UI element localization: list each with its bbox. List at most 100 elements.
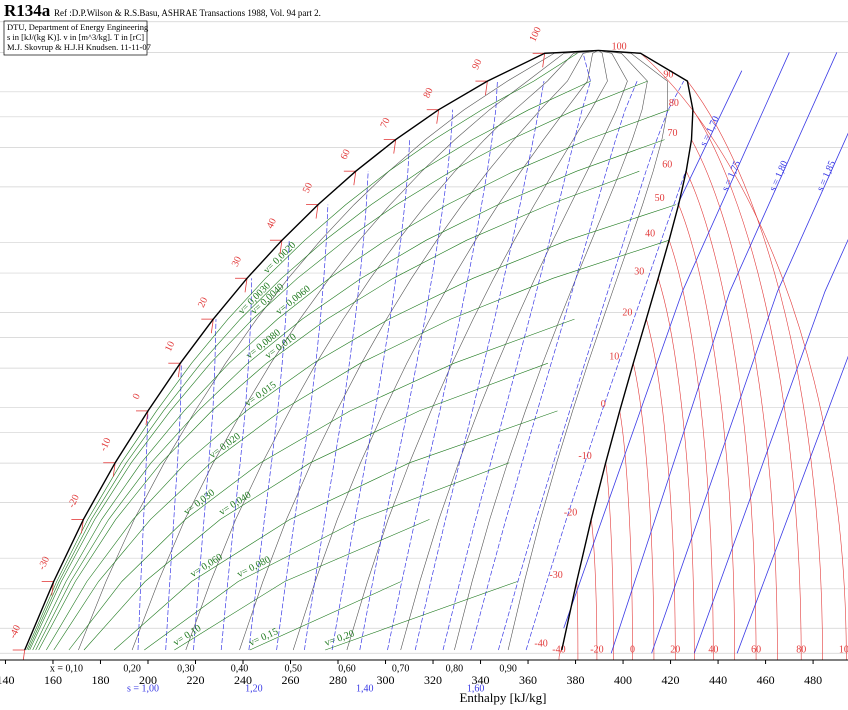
- liquid-temp-label: 10: [163, 340, 177, 354]
- isochore: [26, 53, 578, 651]
- quality-label: 0,50: [284, 663, 302, 674]
- liquid-temp-label: -20: [66, 493, 82, 510]
- isotherm-liquid: [315, 204, 319, 219]
- isotherm: [646, 319, 676, 660]
- quality-label: 0,20: [123, 663, 141, 674]
- info-box: DTU, Department of Energy Engineering s …: [3, 20, 151, 56]
- isentrope-superheated: [651, 132, 848, 654]
- isochore: [38, 170, 640, 651]
- isotherm-bottom-label: 100: [839, 644, 848, 655]
- isotherm-liquid: [112, 462, 116, 477]
- isotherm-liquid: [353, 171, 357, 186]
- isotherm-liquid: [22, 649, 26, 660]
- isentrope: [414, 81, 545, 651]
- isotherm: [605, 462, 614, 660]
- isochore: [35, 139, 665, 651]
- isochore: [325, 581, 518, 651]
- liquid-temp-label: 40: [265, 217, 279, 231]
- isentrope: [165, 363, 182, 651]
- liquid-temp-label: 90: [470, 58, 484, 72]
- isochore: [144, 462, 510, 651]
- isentrope-superheated: [693, 238, 848, 654]
- vapor-temp-label: 100: [612, 42, 627, 53]
- isochore: [174, 519, 430, 651]
- vapor-temp-label: -20: [564, 508, 577, 519]
- isotherm-bottom-label: -40: [552, 644, 565, 655]
- liquid-temp-label: -40: [8, 623, 24, 640]
- vapor-temp-label: 90: [663, 69, 673, 80]
- isotherm-bottom-label: 80: [796, 644, 806, 655]
- x-tick-label: 280: [329, 673, 347, 687]
- isentrope-label: 1,60: [467, 683, 485, 694]
- x-tick-label: 420: [662, 673, 680, 687]
- isentrope: [137, 410, 149, 651]
- quality-label: 0,30: [177, 663, 195, 674]
- isentrope: [276, 204, 329, 651]
- quality-line: [346, 50, 608, 651]
- liquid-temp-label: 0: [131, 392, 143, 401]
- vapor-temp-label: 30: [634, 267, 644, 278]
- vapor-temp-label: 40: [645, 228, 655, 239]
- vapor-temp-label: 10: [609, 351, 619, 362]
- vapor-temp-label: 0: [601, 399, 606, 410]
- quality-line: [454, 50, 648, 651]
- isochore: [29, 80, 648, 651]
- liquid-temp-label: 30: [230, 255, 244, 269]
- isotherm: [685, 171, 757, 660]
- isentrope-superheated: [736, 355, 848, 654]
- quality-label: 0,90: [499, 663, 517, 674]
- x-tick-label: 240: [234, 673, 252, 687]
- isentrope-label: 1,20: [245, 683, 263, 694]
- quality-line: [292, 50, 599, 651]
- isentrope: [248, 240, 290, 651]
- isotherm: [640, 53, 847, 660]
- isentrope: [498, 80, 685, 651]
- quality-label: 0,70: [392, 663, 410, 674]
- x-tick-label: 200: [139, 673, 157, 687]
- quality-label: 0,60: [338, 663, 356, 674]
- info-line: s in [kJ/(kg K)]. v in [m^3/kg]. T in [r…: [7, 32, 144, 42]
- liquid-temp-label: -30: [37, 555, 53, 572]
- vapor-temp-label: -30: [549, 570, 562, 581]
- isochore: [113, 410, 558, 651]
- isentrope: [193, 319, 217, 651]
- isotherm-liquid: [177, 363, 181, 378]
- x-tick-label: 340: [472, 673, 490, 687]
- info-line: DTU, Department of Energy Engineering: [7, 22, 149, 32]
- isentrope: [442, 53, 591, 651]
- isentrope-superheated: [563, 52, 790, 629]
- isochore: [249, 581, 402, 651]
- isotherm: [668, 240, 714, 660]
- x-tick-label: 440: [709, 673, 727, 687]
- isentrope: [470, 80, 638, 651]
- isotherm-bottom-label: -20: [590, 644, 603, 655]
- quality-label: 0,40: [231, 663, 249, 674]
- vapor-temp-label: -40: [534, 638, 547, 649]
- isotherm: [692, 109, 802, 660]
- liquid-temp-label: 50: [301, 181, 315, 195]
- isotherm: [657, 278, 695, 660]
- info-frame: [3, 20, 148, 56]
- x-tick-label: 460: [757, 673, 775, 687]
- axis-labels: 140 160 180 200 220 240 260 280 300 320 340 360 380 4…: [0, 660, 822, 694]
- x-tick-label: 400: [614, 673, 632, 687]
- isotherm: [590, 519, 598, 660]
- x-tick-label: 320: [424, 673, 442, 687]
- isochore: [46, 204, 677, 651]
- chart-title: R134a: [4, 1, 51, 20]
- quality-line: [507, 50, 668, 651]
- isotherm: [619, 410, 633, 660]
- isentrope: [387, 81, 498, 651]
- isentrope-superheated: [677, 70, 743, 205]
- isotherm-liquid: [210, 319, 214, 334]
- quality-line: [78, 50, 599, 651]
- quality-line: [185, 50, 599, 651]
- x-tick-label: 300: [377, 673, 395, 687]
- x-tick-label: 380: [567, 673, 585, 687]
- x-tick-label: 140: [0, 673, 14, 687]
- isotherm: [576, 581, 579, 660]
- saturation-dome: [24, 49, 694, 651]
- isentrope-label: s = 1,00: [127, 683, 159, 694]
- vapor-temp-label: 20: [622, 307, 632, 318]
